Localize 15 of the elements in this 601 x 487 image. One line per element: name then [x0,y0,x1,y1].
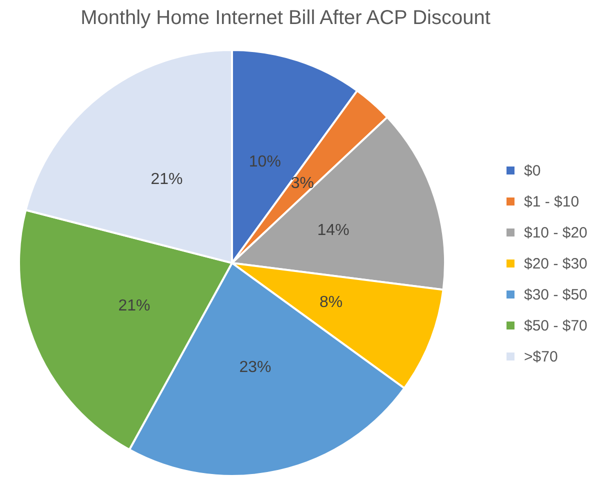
legend-label: $1 - $10 [524,194,580,210]
data-label: 23% [239,358,272,376]
legend-label: $50 - $70 [524,318,588,334]
data-label: 10% [248,154,281,171]
data-label: 3% [290,175,314,192]
data-label: 14% [317,222,350,240]
legend-label: >$70 [524,348,558,366]
data-label: 21% [118,297,150,314]
legend-label: $20 - $30 [524,256,588,272]
legend-label: $0 [524,162,541,180]
chart-title: Monthly Home Internet Bill After ACP Discount [80,7,491,29]
legend-label: $10 - $20 [524,224,588,242]
legend-label: $30 - $50 [524,286,588,304]
data-label: 8% [319,294,343,312]
data-label: 21% [150,170,183,188]
